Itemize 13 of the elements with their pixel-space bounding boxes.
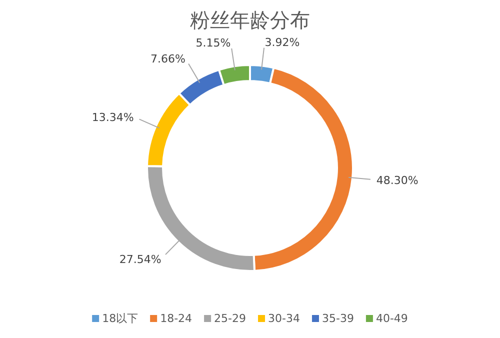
data-label: 3.92% (264, 36, 300, 49)
chart-title: 粉丝年龄分布 (190, 8, 310, 32)
legend-label: 18以下 (102, 312, 138, 325)
data-label: 7.66% (150, 52, 186, 66)
data-label: 27.54% (119, 252, 162, 266)
legend-label: 35-39 (322, 312, 354, 325)
data-label: 13.34% (92, 110, 134, 124)
legend-label: 25-29 (214, 312, 246, 325)
data-label: 5.15% (196, 36, 231, 50)
data-label: 48.30% (376, 174, 418, 187)
legend-label: 18-24 (160, 312, 192, 325)
legend-label: 30-34 (268, 312, 300, 325)
legend-label: 40-49 (376, 312, 408, 325)
